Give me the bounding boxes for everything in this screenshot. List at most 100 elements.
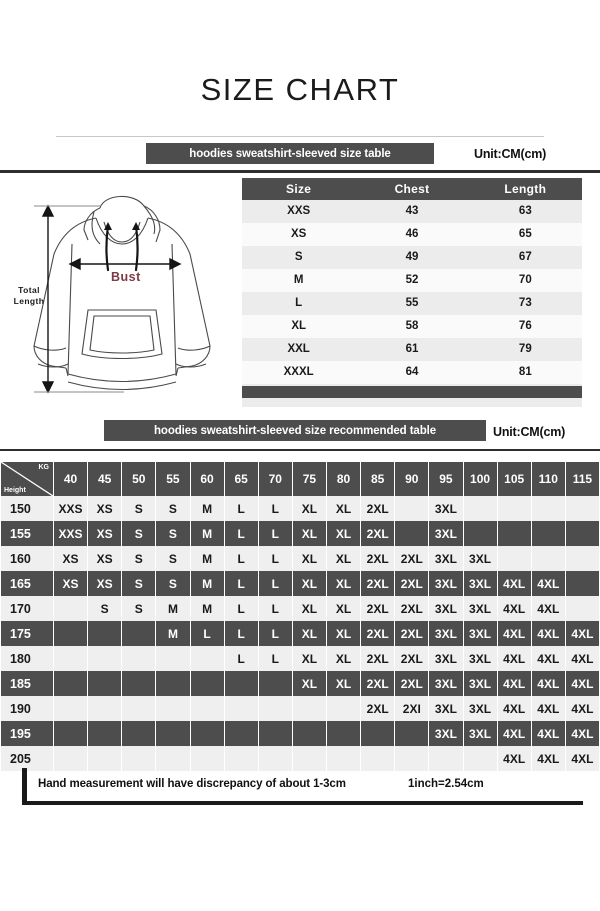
size-recommendation-cell: M	[190, 496, 224, 521]
size-recommendation-cell: 4XL	[565, 671, 599, 696]
size-recommendation-cell	[224, 696, 258, 721]
size-cell: XXS	[242, 200, 356, 223]
corner-label-kg: KG	[38, 464, 50, 471]
column-header-length: Length	[468, 178, 582, 200]
length-cell: 70	[468, 269, 582, 292]
size-recommendation-cell: 2XL	[361, 696, 395, 721]
size-recommendation-cell	[156, 721, 190, 746]
size-recommendation-cell: M	[156, 621, 190, 646]
size-recommendation-cell: 4XL	[531, 621, 565, 646]
size-recommendation-cell: 2XL	[361, 571, 395, 596]
size-recommendation-cell: 3XL	[463, 646, 497, 671]
size-recommendation-cell: 3XL	[429, 596, 463, 621]
size-recommendation-cell: XL	[292, 671, 326, 696]
size-recommendation-cell: L	[258, 521, 292, 546]
weight-column-header: 110	[531, 462, 565, 496]
size-recommendation-cell: L	[224, 496, 258, 521]
size-recommendation-cell	[88, 696, 122, 721]
size-recommendation-cell: L	[258, 546, 292, 571]
divider-top	[56, 136, 544, 137]
size-recommendation-cell: 4XL	[565, 696, 599, 721]
size-recommendation-cell: 4XL	[565, 746, 599, 771]
size-recommendation-cell: 4XL	[497, 671, 531, 696]
size-recommendation-cell	[565, 496, 599, 521]
size-recommendation-cell: XL	[292, 571, 326, 596]
size-recommendation-cell	[54, 671, 88, 696]
size-recommendation-cell	[292, 721, 326, 746]
size-recommendation-cell: S	[122, 596, 156, 621]
size-recommendation-cell: S	[122, 571, 156, 596]
size-cell: XXL	[242, 338, 356, 361]
size-recommendation-cell	[224, 746, 258, 771]
size-recommendation-cell: S	[156, 546, 190, 571]
hoodie-illustration	[4, 178, 236, 400]
size-table-footer-bar	[242, 386, 582, 398]
size-recommendation-cell: L	[224, 521, 258, 546]
size-recommendation-cell	[122, 721, 156, 746]
size-recommendation-cell	[395, 521, 429, 546]
length-cell: 81	[468, 361, 582, 384]
table-row: 150 XXS XS S S M L L XL XL 2XL 3XL	[1, 496, 599, 521]
column-header-size: Size	[242, 178, 356, 200]
size-recommendation-cell: XL	[327, 621, 361, 646]
size-recommendation-cell: XS	[88, 546, 122, 571]
weight-column-header: 90	[395, 462, 429, 496]
unit-label-main: Unit:CM(cm)	[474, 147, 547, 161]
size-recommendation-cell	[395, 496, 429, 521]
divider-rec-top	[0, 449, 600, 451]
size-recommendation-cell: S	[156, 496, 190, 521]
weight-column-header: 50	[122, 462, 156, 496]
size-recommendation-cell: M	[190, 521, 224, 546]
table-row: 180 L L XL XL 2XL 2XL 3XL 3XL 4XL 4XL 4XL	[1, 646, 599, 671]
length-cell: 67	[468, 246, 582, 269]
size-recommendation-cell: 2XI	[395, 696, 429, 721]
size-recommendation-cell	[258, 721, 292, 746]
size-recommendation-cell: L	[258, 646, 292, 671]
size-cell: XL	[242, 315, 356, 338]
size-recommendation-cell: 4XL	[497, 571, 531, 596]
page-title: SIZE CHART	[200, 72, 400, 107]
size-recommendation-cell	[565, 596, 599, 621]
corner-header-cell: KG Height	[1, 462, 53, 496]
size-recommendation-cell: XL	[327, 571, 361, 596]
size-recommendation-cell	[463, 496, 497, 521]
table-row: 205 4XL 4XL 4XL	[1, 746, 599, 771]
size-recommendation-cell: L	[224, 571, 258, 596]
size-recommendation-cell: L	[224, 546, 258, 571]
size-recommendation-cell: XL	[327, 671, 361, 696]
size-recommendation-cell: 4XL	[497, 621, 531, 646]
weight-column-header: 45	[88, 462, 122, 496]
height-cell: 205	[1, 746, 53, 771]
size-cell: M	[242, 269, 356, 292]
table-row: 155 XXS XS S S M L L XL XL 2XL 3XL	[1, 521, 599, 546]
size-recommendation-cell: 4XL	[531, 746, 565, 771]
weight-column-header: 115	[565, 462, 599, 496]
size-recommendation-cell	[463, 746, 497, 771]
table-row: XXS 43 63	[242, 200, 582, 223]
size-recommendation-cell: S	[122, 521, 156, 546]
height-cell: 175	[1, 621, 53, 646]
size-recommendation-cell	[224, 671, 258, 696]
size-recommendation-cell: 2XL	[395, 621, 429, 646]
size-recommendation-cell: 2XL	[361, 521, 395, 546]
size-recommendation-cell: 2XL	[395, 671, 429, 696]
size-recommendation-cell	[54, 721, 88, 746]
table-row: XXL 61 79	[242, 338, 582, 361]
size-recommendation-cell: L	[224, 596, 258, 621]
size-recommendation-cell: 4XL	[565, 721, 599, 746]
size-recommendation-cell	[327, 696, 361, 721]
size-recommendation-cell: 3XL	[429, 696, 463, 721]
size-recommendation-cell: XXS	[54, 521, 88, 546]
size-recommendation-cell	[361, 746, 395, 771]
size-recommendation-cell	[531, 546, 565, 571]
size-table-header-row: Size Chest Length	[242, 178, 582, 200]
size-recommendation-cell: 4XL	[531, 571, 565, 596]
column-header-chest: Chest	[355, 178, 469, 200]
size-recommendation-cell	[190, 646, 224, 671]
size-recommendation-cell: 2XL	[361, 546, 395, 571]
size-recommendation-cell	[88, 671, 122, 696]
size-recommendation-cell: 2XL	[361, 621, 395, 646]
size-recommendation-cell: 3XL	[463, 671, 497, 696]
length-cell: 63	[468, 200, 582, 223]
